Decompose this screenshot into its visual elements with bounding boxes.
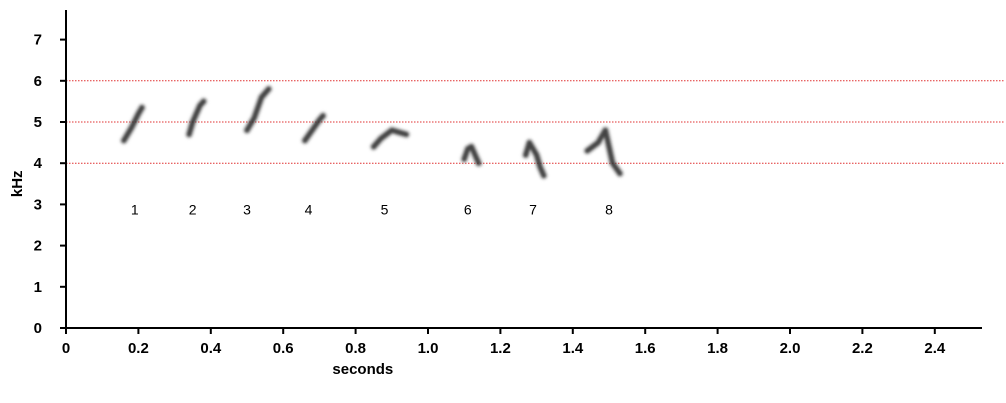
note-label: 1 xyxy=(131,202,139,218)
y-tick-label: 1 xyxy=(34,279,42,296)
x-axis-label: seconds xyxy=(332,361,393,378)
note-label: 2 xyxy=(189,202,197,218)
note-label: 7 xyxy=(529,202,537,218)
note-3 xyxy=(242,84,274,135)
note-label: 6 xyxy=(464,202,472,218)
note-trace xyxy=(461,144,482,166)
note-trace xyxy=(302,113,326,143)
note-2 xyxy=(184,96,209,139)
x-tick-label: 1.2 xyxy=(490,340,511,357)
y-tick-label: 0 xyxy=(34,320,42,337)
x-tick-label: 1.4 xyxy=(562,340,584,357)
axes: 0 1 2 3 4 5 6 7 0 0.2 0.4 0.6 0.8 1.0 1.2 1.4 1.6 1.8 2.0… xyxy=(34,10,982,357)
x-tick-label: 0.8 xyxy=(345,340,366,357)
song-notes xyxy=(119,84,625,181)
x-tick-label: 1.6 xyxy=(635,340,656,357)
note-label: 3 xyxy=(243,202,251,218)
x-ticks: 0 0.2 0.4 0.6 0.8 1.0 1.2 1.4 1.6 1.8 2.0 2.2 2.4 xyxy=(62,328,946,357)
note-trace xyxy=(186,98,207,137)
note-trace xyxy=(244,86,272,133)
y-tick-label: 5 xyxy=(34,114,42,131)
note-label: 5 xyxy=(381,202,389,218)
note-8 xyxy=(582,125,625,178)
note-6 xyxy=(459,142,484,168)
x-tick-label: 0.4 xyxy=(200,340,222,357)
y-axis-label: kHz xyxy=(9,170,26,197)
y-tick-label: 2 xyxy=(34,238,42,255)
note-trace xyxy=(121,105,145,143)
note-7 xyxy=(521,138,549,181)
x-tick-label: 0.2 xyxy=(128,340,149,357)
x-tick-label: 1.8 xyxy=(707,340,728,357)
note-trace xyxy=(371,127,409,150)
y-tick-label: 6 xyxy=(34,73,42,90)
note-4 xyxy=(300,111,328,145)
x-tick-label: 0.6 xyxy=(273,340,294,357)
y-tick-label: 3 xyxy=(34,196,42,213)
x-tick-label: 2.4 xyxy=(924,340,946,357)
note-labels: 1 2 3 4 5 6 7 8 xyxy=(131,202,613,218)
y-tick-label: 4 xyxy=(34,155,43,172)
x-tick-label: 0 xyxy=(62,340,70,357)
x-tick-label: 2.0 xyxy=(780,340,801,357)
x-tick-label: 2.2 xyxy=(852,340,873,357)
note-label: 4 xyxy=(305,202,313,218)
note-5 xyxy=(369,125,411,152)
y-tick-label: 7 xyxy=(34,32,42,49)
note-1 xyxy=(119,103,147,145)
note-trace xyxy=(523,140,547,179)
x-tick-label: 1.0 xyxy=(418,340,439,357)
note-trace xyxy=(584,127,623,176)
note-label: 8 xyxy=(605,202,613,218)
y-ticks: 0 1 2 3 4 5 6 7 xyxy=(34,32,66,337)
